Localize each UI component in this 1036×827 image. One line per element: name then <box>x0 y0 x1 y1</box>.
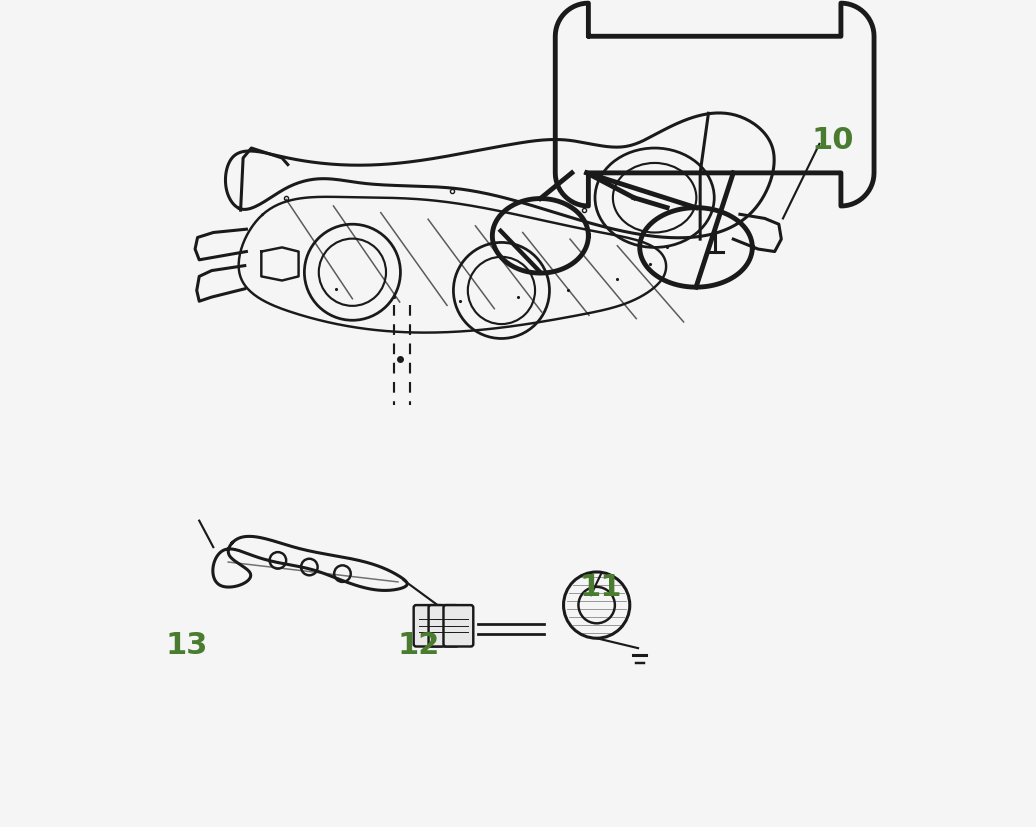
Text: 12: 12 <box>398 630 440 660</box>
Text: 10: 10 <box>811 126 854 155</box>
Text: 13: 13 <box>166 630 208 660</box>
FancyBboxPatch shape <box>443 605 473 647</box>
FancyBboxPatch shape <box>429 605 458 647</box>
Text: 11: 11 <box>579 572 622 602</box>
FancyBboxPatch shape <box>413 605 443 647</box>
